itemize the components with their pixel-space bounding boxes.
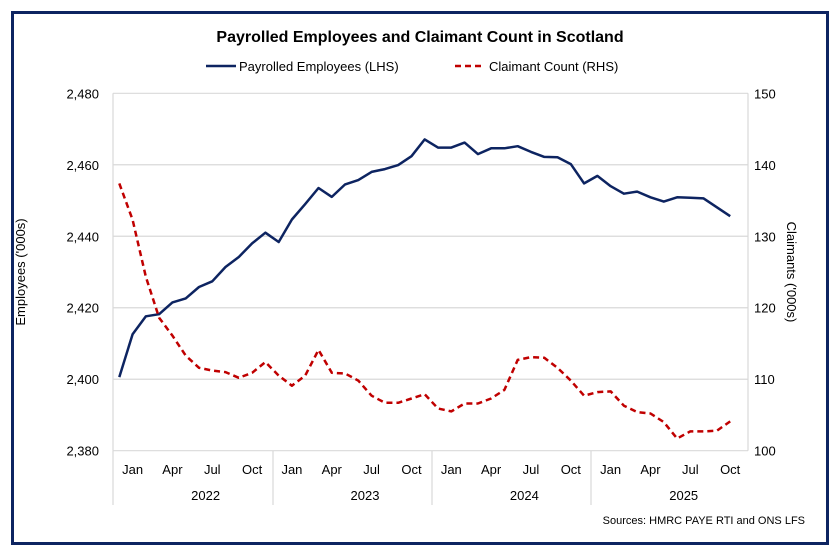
x-tick-label: Apr [481,462,502,477]
y2-tick-label: 120 [754,301,776,316]
y2-tick-label: 150 [754,86,776,101]
year-label: 2025 [669,488,698,503]
y-tick-label: 2,480 [66,86,99,101]
x-tick-label: Oct [242,462,263,477]
series-line-payrolled-employees [118,138,731,378]
series-line-claimant-count [118,182,731,440]
x-tick-label: Apr [640,462,661,477]
chart-title: Payrolled Employees and Claimant Count i… [216,29,623,46]
year-label: 2024 [510,488,539,503]
year-label: 2023 [351,488,380,503]
y2-axis-title: Claimants ('000s) [784,222,799,323]
y2-tick-label: 100 [754,444,776,459]
legend: Payrolled Employees (LHS) Claimant Count… [206,59,618,74]
x-tick-label: Jul [204,462,221,477]
y2-tick-label: 140 [754,158,776,173]
legend-label-claimants: Claimant Count (RHS) [489,59,618,74]
chart-frame [11,11,829,545]
y-axis-title: Employees ('000s) [13,218,28,325]
x-tick-label: Jan [122,462,143,477]
source-note: Sources: HMRC PAYE RTI and ONS LFS [603,515,805,527]
y-tick-label: 2,460 [66,158,99,173]
x-tick-label: Jan [441,462,462,477]
x-tick-label: Jan [600,462,621,477]
year-label: 2022 [191,488,220,503]
x-tick-label: Oct [561,462,582,477]
x-tick-label: Oct [401,462,422,477]
x-tick-label: Oct [720,462,741,477]
x-tick-label: Jan [281,462,302,477]
y-tick-label: 2,440 [66,229,99,244]
y2-tick-label: 110 [754,372,775,387]
x-tick-label: Jul [523,462,540,477]
x-tick-label: Jul [363,462,380,477]
y-tick-label: 2,400 [66,372,99,387]
y-tick-label: 2,420 [66,301,99,316]
x-tick-label: Apr [162,462,183,477]
y-tick-label: 2,380 [66,444,99,459]
x-tick-label: Apr [322,462,343,477]
x-tick-label: Jul [682,462,699,477]
y2-tick-label: 130 [754,229,776,244]
legend-label-employees: Payrolled Employees (LHS) [239,59,399,74]
